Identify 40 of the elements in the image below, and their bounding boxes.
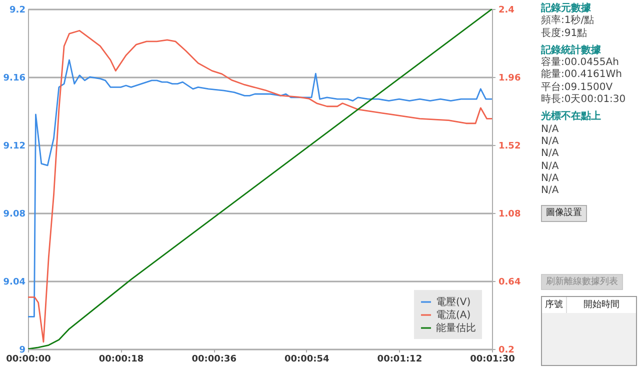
y-tick-label: 9 [19,346,26,356]
x-tick-label: 00:01:12 [377,354,422,364]
y-tick-label: 9.08 [3,210,26,220]
legend-label: 電壓(V) [436,296,471,308]
text: N/A [541,160,560,173]
y2-tick-label: 0.64 [498,278,521,288]
y-tick-label: 9.12 [3,142,26,152]
text: 長度:91點 [541,28,588,40]
text: 容量:00.0455Ah [541,57,620,68]
button: 圖像設置 [541,205,587,222]
y-tick-label: 9.16 [3,74,26,84]
line-series [28,59,492,318]
text: 時長:0天00:01:30 [541,94,627,106]
text: N/A [541,136,560,148]
x-tick-label: 00:00:00 [6,354,51,364]
y2-tick-label: 0.2 [498,346,514,356]
y2-tick-label: 1.52 [498,142,521,152]
y-tick-label: 9.2 [10,6,26,16]
y2-tick-label: 1.08 [498,210,521,220]
text: N/A [541,124,560,136]
text: 能量:00.4161Wh [541,69,623,82]
button: 刷新離線數據列表 [541,274,623,290]
y2-tick-label: 1.96 [498,74,521,84]
x-tick-label: 00:00:18 [98,354,144,364]
table: 序號 開始時間 [541,296,637,366]
text: N/A [541,148,560,161]
text: 光標不在點上 [541,111,602,124]
text: 記錄統計數據 [541,44,602,56]
legend-label: 電流(A) [436,309,471,321]
legend-label: 能量估比 [436,322,476,334]
text: N/A [541,172,560,186]
text: 記錄元數據 [541,3,592,14]
y-tick-label: 9.04 [3,278,26,288]
text: 平台:09.1500V [541,82,614,94]
x-tick-label: 00:00:36 [192,354,236,364]
y2-tick-label: 2.4 [498,6,514,16]
x-tick-label: 00:01:30 [470,354,515,364]
x-tick-label: 00:00:54 [284,354,330,364]
text: 頻率:1秒/點 [541,15,596,28]
text: N/A [541,185,560,198]
